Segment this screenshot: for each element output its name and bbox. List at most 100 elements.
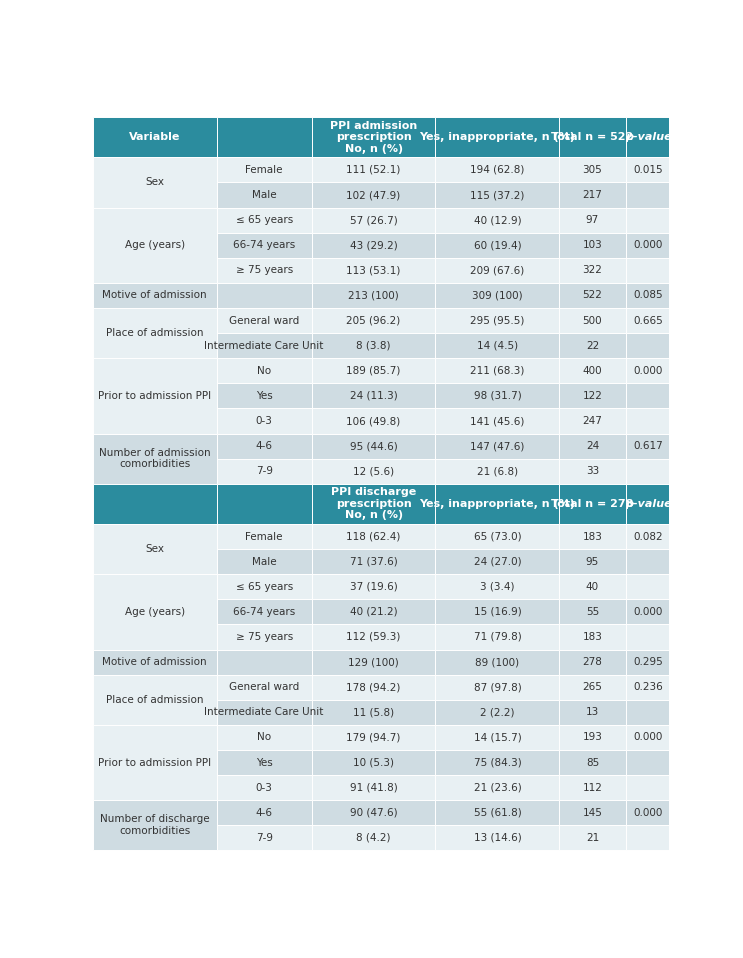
Text: 33: 33 (585, 467, 599, 476)
Text: 102 (47.9): 102 (47.9) (346, 190, 400, 200)
Text: 205 (96.2): 205 (96.2) (346, 315, 400, 326)
Text: 265: 265 (583, 682, 603, 693)
Text: 0.617: 0.617 (634, 441, 663, 451)
Text: 21: 21 (585, 833, 599, 843)
Text: Female: Female (245, 532, 283, 541)
FancyBboxPatch shape (217, 182, 312, 208)
FancyBboxPatch shape (93, 574, 217, 650)
FancyBboxPatch shape (435, 825, 559, 851)
FancyBboxPatch shape (626, 549, 672, 574)
Text: 24 (11.3): 24 (11.3) (350, 391, 398, 400)
FancyBboxPatch shape (312, 524, 435, 549)
Text: 97: 97 (585, 216, 599, 225)
Text: No: No (257, 366, 271, 376)
Text: 4-6: 4-6 (256, 808, 273, 818)
FancyBboxPatch shape (435, 674, 559, 699)
Text: 91 (41.8): 91 (41.8) (350, 783, 398, 792)
Text: 21 (23.6): 21 (23.6) (473, 783, 522, 792)
FancyBboxPatch shape (559, 208, 626, 233)
Text: ≥ 75 years: ≥ 75 years (236, 265, 293, 275)
FancyBboxPatch shape (217, 524, 312, 549)
Text: 213 (100): 213 (100) (348, 290, 399, 301)
Text: 11 (5.8): 11 (5.8) (353, 707, 394, 718)
Text: 7-9: 7-9 (256, 467, 273, 476)
Text: 209 (67.6): 209 (67.6) (470, 265, 525, 275)
Text: 95: 95 (585, 557, 599, 566)
Text: 12 (5.6): 12 (5.6) (353, 467, 394, 476)
Text: Total n = 522: Total n = 522 (551, 132, 634, 142)
FancyBboxPatch shape (312, 699, 435, 725)
Text: Motive of admission: Motive of admission (103, 290, 207, 301)
Text: 22: 22 (585, 341, 599, 351)
Text: Variable: Variable (129, 132, 181, 142)
Text: 112 (59.3): 112 (59.3) (346, 632, 400, 642)
Text: 278: 278 (583, 657, 603, 667)
FancyBboxPatch shape (435, 408, 559, 434)
Text: PPI discharge
prescription
No, n (%): PPI discharge prescription No, n (%) (331, 488, 416, 520)
Text: 40: 40 (585, 582, 599, 592)
FancyBboxPatch shape (312, 117, 435, 157)
Text: Yes: Yes (256, 758, 273, 767)
FancyBboxPatch shape (217, 383, 312, 408)
FancyBboxPatch shape (217, 574, 312, 600)
FancyBboxPatch shape (217, 434, 312, 459)
FancyBboxPatch shape (93, 650, 217, 674)
FancyBboxPatch shape (626, 157, 672, 182)
Text: No: No (257, 733, 271, 742)
FancyBboxPatch shape (435, 358, 559, 383)
FancyBboxPatch shape (435, 182, 559, 208)
Text: 183: 183 (583, 532, 603, 541)
Text: 194 (62.8): 194 (62.8) (470, 165, 525, 175)
Text: 179 (94.7): 179 (94.7) (346, 733, 400, 742)
Text: 147 (47.6): 147 (47.6) (470, 441, 525, 451)
FancyBboxPatch shape (93, 117, 217, 157)
Text: 2 (2.2): 2 (2.2) (480, 707, 515, 718)
Text: 24 (27.0): 24 (27.0) (473, 557, 521, 566)
Text: 3 (3.4): 3 (3.4) (480, 582, 515, 592)
FancyBboxPatch shape (93, 208, 217, 283)
FancyBboxPatch shape (217, 258, 312, 283)
FancyBboxPatch shape (626, 750, 672, 775)
Text: 55: 55 (585, 606, 599, 617)
FancyBboxPatch shape (217, 625, 312, 650)
FancyBboxPatch shape (626, 800, 672, 825)
FancyBboxPatch shape (559, 524, 626, 549)
FancyBboxPatch shape (626, 775, 672, 800)
FancyBboxPatch shape (626, 825, 672, 851)
FancyBboxPatch shape (559, 750, 626, 775)
Text: 21 (6.8): 21 (6.8) (477, 467, 518, 476)
FancyBboxPatch shape (435, 625, 559, 650)
FancyBboxPatch shape (559, 484, 626, 524)
FancyBboxPatch shape (312, 750, 435, 775)
Text: Number of discharge
comorbidities: Number of discharge comorbidities (100, 814, 210, 836)
Text: 40 (21.2): 40 (21.2) (350, 606, 398, 617)
FancyBboxPatch shape (626, 459, 672, 484)
FancyBboxPatch shape (435, 574, 559, 600)
Text: 189 (85.7): 189 (85.7) (346, 366, 400, 376)
Text: 24: 24 (585, 441, 599, 451)
Text: 0.236: 0.236 (634, 682, 663, 693)
Text: 0-3: 0-3 (256, 416, 273, 426)
Text: Prior to admission PPI: Prior to admission PPI (98, 758, 211, 767)
FancyBboxPatch shape (559, 258, 626, 283)
Text: 8 (3.8): 8 (3.8) (357, 341, 391, 351)
FancyBboxPatch shape (312, 308, 435, 333)
FancyBboxPatch shape (312, 674, 435, 699)
Text: 118 (62.4): 118 (62.4) (346, 532, 400, 541)
FancyBboxPatch shape (217, 775, 312, 800)
Text: 55 (61.8): 55 (61.8) (473, 808, 522, 818)
Text: Yes, inappropriate, n (%): Yes, inappropriate, n (%) (420, 132, 575, 142)
FancyBboxPatch shape (217, 283, 312, 308)
FancyBboxPatch shape (435, 258, 559, 283)
FancyBboxPatch shape (559, 825, 626, 851)
Text: 0-3: 0-3 (256, 783, 273, 792)
Text: 178 (94.2): 178 (94.2) (346, 682, 400, 693)
FancyBboxPatch shape (217, 117, 312, 157)
Text: 247: 247 (583, 416, 603, 426)
Text: 90 (47.6): 90 (47.6) (350, 808, 398, 818)
Text: Number of admission
comorbidities: Number of admission comorbidities (99, 448, 210, 469)
FancyBboxPatch shape (626, 117, 672, 157)
Text: 309 (100): 309 (100) (472, 290, 523, 301)
Text: 522: 522 (583, 290, 603, 301)
FancyBboxPatch shape (312, 233, 435, 258)
